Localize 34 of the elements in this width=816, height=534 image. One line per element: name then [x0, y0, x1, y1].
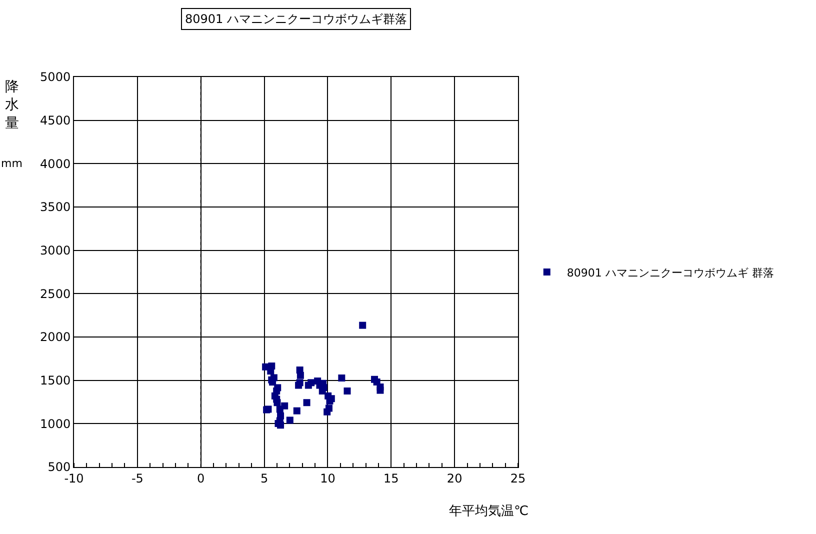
- y-tick-label: 1000: [40, 416, 71, 431]
- y-tick-label: 4500: [40, 114, 71, 128]
- x-tick-label: -5: [131, 471, 144, 486]
- point: [338, 374, 346, 382]
- point: [293, 407, 300, 414]
- y-tick-label: 5000: [40, 70, 71, 84]
- x-axis-title: 年平均気温℃: [449, 504, 529, 519]
- x-tick-label: 5: [260, 471, 268, 486]
- point: [324, 408, 331, 416]
- point: [359, 322, 366, 329]
- point: [308, 379, 315, 386]
- y-tick-label: 2000: [40, 330, 71, 344]
- x-tick-label: 10: [320, 471, 336, 486]
- x-tick-label: 0: [197, 471, 205, 486]
- point: [277, 422, 284, 429]
- point: [295, 382, 302, 389]
- y-tick-label: 4000: [40, 156, 71, 171]
- point: [296, 372, 304, 379]
- y-tick-label: 2500: [40, 286, 71, 301]
- legend-label: 80901 ハマニンニクーコウボウムギ 群落: [566, 266, 774, 280]
- y-tick-label: 3000: [40, 244, 71, 258]
- point: [281, 402, 288, 410]
- point: [286, 416, 294, 424]
- x-tick-label: 20: [446, 471, 462, 486]
- point: [303, 399, 310, 406]
- text: 降水量 mm: [1, 79, 22, 170]
- point: [274, 399, 281, 406]
- y-tick-label: 1500: [40, 374, 71, 388]
- point: [344, 387, 351, 394]
- point: [376, 386, 384, 394]
- chart-title: 80901 ハマニンニクーコウボウムギ群落: [185, 12, 407, 26]
- x-tick-label: 25: [510, 471, 526, 486]
- x-tick-label: 15: [384, 471, 399, 486]
- y-tick-label: 3500: [40, 200, 71, 214]
